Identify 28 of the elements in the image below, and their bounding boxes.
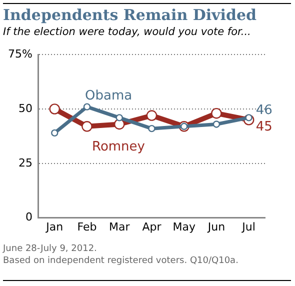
point (49, 104, 60, 114)
chart-subtitle: If the election were today, would you vote for... (3, 26, 251, 38)
y-tick-label: 25 (18, 156, 32, 170)
data-label: 46 (256, 103, 272, 118)
x-tick-label: Jun (206, 220, 226, 234)
x-tick-label: Apr (142, 220, 162, 234)
point (212, 120, 220, 128)
point (148, 124, 156, 132)
text: June 28-July 9, 2012. (3, 243, 98, 255)
point (146, 110, 158, 121)
x-tick-label: Feb (77, 220, 97, 234)
point (83, 103, 91, 110)
y-tick-label: 50 (18, 102, 32, 115)
data-label: 45 (256, 119, 272, 134)
series-label: Romney (92, 139, 146, 154)
x-tick-label: Mar (108, 220, 130, 234)
y-tick-label: 75% (8, 47, 32, 60)
point (116, 114, 123, 122)
y-tick-label: 0 (25, 210, 32, 224)
chart-title: Independents Remain Divided (3, 6, 256, 24)
x-tick-label: May (172, 220, 196, 234)
series-label: Obama (84, 88, 132, 104)
point (82, 121, 92, 132)
text: Based on independent registered voters. Q10/Q10a. (3, 255, 238, 267)
point (211, 108, 222, 119)
x-tick-label: Jan (45, 220, 64, 234)
point (51, 129, 58, 137)
x-tick-label: Jul (241, 220, 256, 234)
